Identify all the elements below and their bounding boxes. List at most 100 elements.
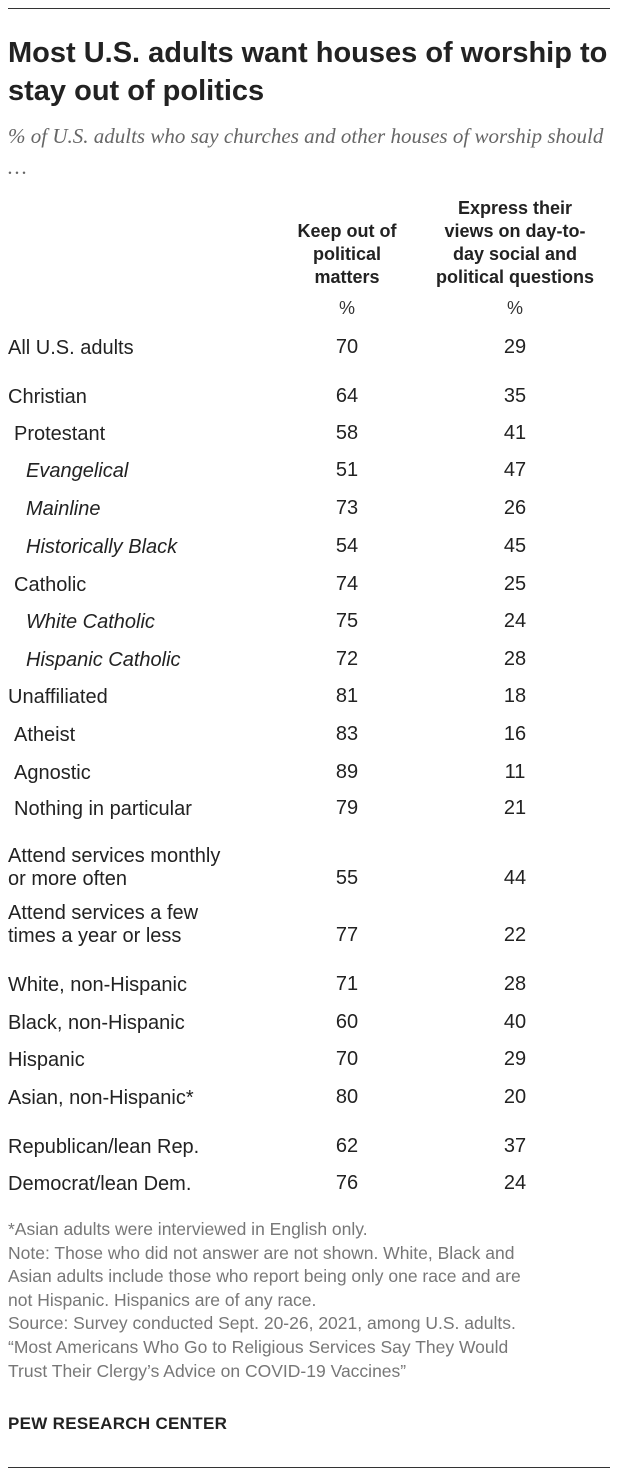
row-label: Hispanic — [8, 1049, 85, 1072]
value-cell-col-2: 29 — [503, 1048, 527, 1070]
row-label-line: Nothing in particular — [14, 797, 192, 820]
value-cell-col-1: 79 — [335, 797, 359, 819]
row-label-line: Black, non-Hispanic — [8, 1011, 185, 1034]
value-cell-col-2: 11 — [504, 761, 526, 783]
footnote-line: Note: Those who did not answer are not s… — [8, 1242, 515, 1263]
column-header-2: Express their views on day-to-day social … — [415, 197, 615, 289]
row-label: All U.S. adults — [8, 337, 134, 360]
footnote-line: Trust Their Clergy’s Advice on COVID-19 … — [8, 1360, 407, 1381]
row-label-line: White, non-Hispanic — [8, 973, 187, 996]
value-cell-col-2: 40 — [503, 1011, 527, 1033]
value-cell-col-1: 70 — [335, 336, 359, 358]
footnote-line: Source: Survey conducted Sept. 20-26, 20… — [8, 1313, 516, 1334]
value-cell-col-1: 72 — [335, 648, 359, 670]
row-label: Republican/lean Rep. — [8, 1136, 199, 1159]
row-label-line: times a year or less — [8, 924, 182, 947]
row-label-line: or more often — [8, 867, 127, 890]
column-unit-2: % — [506, 298, 523, 318]
row-label-line: Attend services a few — [8, 901, 199, 924]
row-label: Unaffiliated — [8, 686, 108, 709]
row-label: Attend services a few times a year or les… — [8, 902, 198, 948]
footnotes: *Asian adults were interviewed in Englis… — [8, 1218, 616, 1383]
row-label-line: Protestant — [14, 422, 106, 445]
row-label: Nothing in particular — [14, 798, 192, 821]
value-cell-col-1: 54 — [335, 535, 359, 557]
value-cell-col-2: 37 — [503, 1135, 527, 1157]
row-label-line: Evangelical — [26, 459, 129, 482]
footnote-line: Asian adults include those who report be… — [8, 1266, 521, 1287]
footnote-line: not Hispanic. Hispanics are of any race. — [8, 1289, 317, 1310]
value-cell-col-2: 22 — [503, 924, 527, 946]
value-cell-col-2: 41 — [503, 422, 527, 444]
value-cell-col-1: 80 — [335, 1086, 359, 1108]
value-cell-col-1: 75 — [335, 610, 359, 632]
row-label-line: Mainline — [26, 497, 101, 520]
row-label: Evangelical — [26, 460, 128, 483]
value-cell-col-1: 71 — [335, 973, 359, 995]
value-cell-col-1: 81 — [335, 685, 359, 707]
column-header-line: day social and — [452, 244, 578, 264]
row-label: Atheist — [14, 724, 75, 747]
row-label: Attend services monthly or more often — [8, 845, 220, 891]
value-cell-col-1: 74 — [335, 573, 359, 595]
row-label-line: Asian, non-Hispanic* — [8, 1086, 194, 1109]
value-cell-col-2: 16 — [503, 723, 527, 745]
row-label: Asian, non-Hispanic* — [8, 1087, 194, 1110]
row-label: Protestant — [14, 423, 105, 446]
row-label-line: Historically Black — [26, 535, 178, 558]
value-cell-col-1: 83 — [335, 723, 359, 745]
value-cell-col-1: 62 — [335, 1135, 359, 1157]
column-header-line: views on day-to- — [444, 221, 586, 241]
value-cell-col-2: 18 — [503, 685, 527, 707]
row-label-line: Attend services monthly — [8, 844, 221, 867]
value-cell-col-2: 25 — [503, 573, 527, 595]
value-cell-col-1: 58 — [335, 422, 359, 444]
row-label: Hispanic Catholic — [26, 649, 181, 672]
value-cell-col-1: 77 — [335, 924, 359, 946]
row-label-line: Hispanic Catholic — [26, 648, 181, 671]
bottom-rule — [8, 1467, 610, 1468]
column-unit-1: % — [338, 298, 355, 318]
row-label: Historically Black — [26, 536, 177, 559]
row-label-line: Hispanic — [8, 1048, 85, 1071]
footnote-line: *Asian adults were interviewed in Englis… — [8, 1219, 368, 1239]
value-cell-col-1: 73 — [335, 497, 359, 519]
value-cell-col-2: 47 — [503, 459, 527, 481]
top-rule — [8, 8, 610, 9]
row-label-line: Christian — [8, 385, 87, 408]
row-label-line: Unaffiliated — [8, 685, 108, 708]
value-cell-col-1: 76 — [335, 1172, 359, 1194]
row-label: White Catholic — [26, 611, 155, 634]
row-label: Mainline — [26, 498, 100, 521]
value-cell-col-1: 51 — [335, 459, 359, 481]
brand-label: PEW RESEARCH CENTER — [8, 1414, 228, 1433]
value-cell-col-2: 28 — [503, 648, 527, 670]
row-label-line: Catholic — [14, 573, 87, 596]
column-header-line: matters — [314, 267, 380, 287]
row-label-line: Agnostic — [14, 761, 91, 784]
value-cell-col-1: 64 — [335, 385, 359, 407]
column-header-1: Keep out of political matters — [282, 220, 412, 289]
row-label-line: Republican/lean Rep. — [8, 1135, 200, 1158]
footnote-line: “Most Americans Who Go to Religious Serv… — [8, 1336, 509, 1357]
row-label-line: White Catholic — [26, 610, 155, 633]
row-label-line: Atheist — [14, 723, 76, 746]
value-cell-col-2: 29 — [503, 336, 527, 358]
chart-title: Most U.S. adults want houses of worship … — [8, 37, 608, 107]
row-label: White, non-Hispanic — [8, 974, 187, 997]
row-label-line: All U.S. adults — [8, 336, 134, 359]
column-header-line: Express their — [457, 198, 573, 218]
value-cell-col-2: 44 — [503, 867, 527, 889]
value-cell-col-2: 24 — [503, 610, 527, 632]
value-cell-col-2: 35 — [503, 385, 527, 407]
column-header-line: political — [312, 244, 381, 264]
row-label: Christian — [8, 386, 87, 409]
row-label: Black, non-Hispanic — [8, 1012, 185, 1035]
row-label-line: Democrat/lean Dem. — [8, 1172, 192, 1195]
value-cell-col-2: 24 — [503, 1172, 527, 1194]
value-cell-col-2: 21 — [503, 797, 527, 819]
value-cell-col-1: 55 — [335, 867, 359, 889]
value-cell-col-1: 60 — [335, 1011, 359, 1033]
row-label: Agnostic — [14, 762, 91, 785]
